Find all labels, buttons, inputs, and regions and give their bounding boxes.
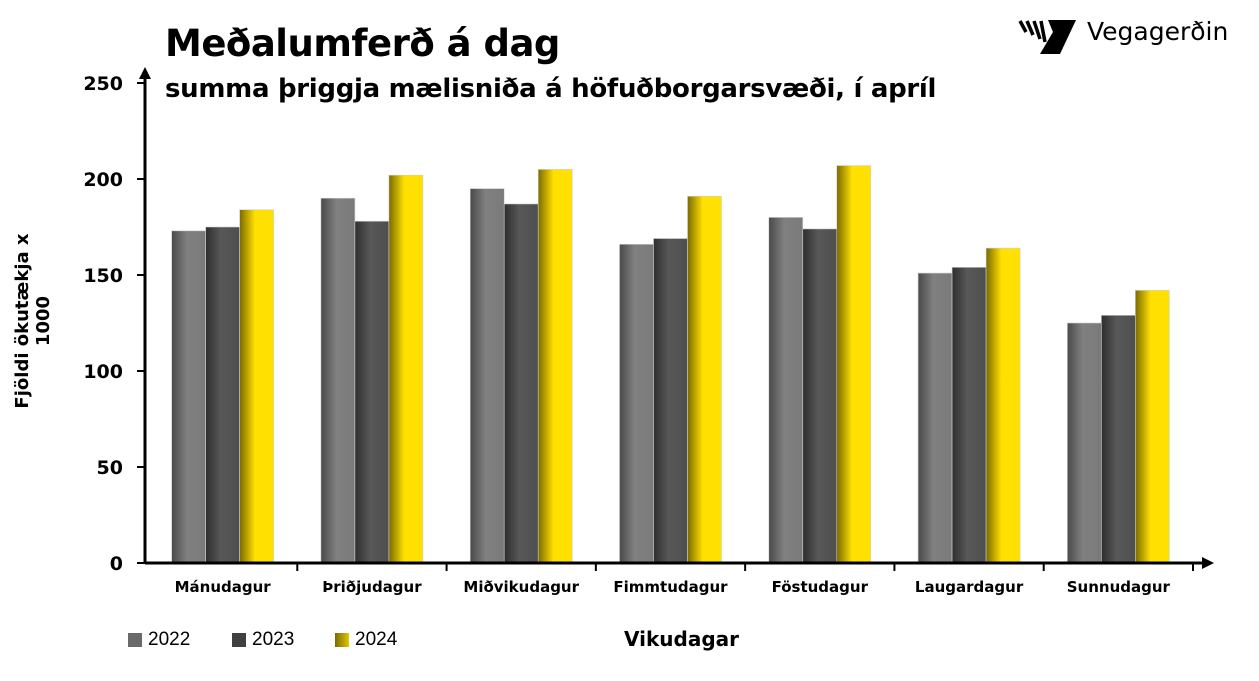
bar-2024-4 xyxy=(836,165,872,564)
chart-title: Meðalumferð á dag xyxy=(165,22,560,65)
bar-2022-2 xyxy=(469,188,505,564)
y-tick-label: 150 xyxy=(83,265,123,287)
x-tick-label: Þriðjudagur xyxy=(322,578,422,596)
x-axis-label: Vikudagar xyxy=(624,627,740,651)
bar-2024-5 xyxy=(985,247,1021,564)
legend-label: 2023 xyxy=(252,629,295,650)
legend-label: 2024 xyxy=(355,629,398,650)
bar-2023-6 xyxy=(1101,315,1136,564)
bar-2022-6 xyxy=(1067,322,1102,564)
legend-swatch xyxy=(232,633,246,647)
x-tick-label: Laugardagur xyxy=(915,578,1024,596)
y-tick-label: 50 xyxy=(97,457,123,479)
bar-2022-1 xyxy=(320,197,356,564)
x-tick-label: Mánudagur xyxy=(175,578,272,596)
legend-item-2023: 2023 xyxy=(232,629,294,651)
bar-2023-1 xyxy=(354,220,390,564)
x-tick-label: Föstudagur xyxy=(772,578,869,596)
y-tick-label: 200 xyxy=(83,169,123,191)
legend-label: 2022 xyxy=(148,629,191,650)
bar-2022-3 xyxy=(619,243,654,564)
y-tick-label: 100 xyxy=(83,361,123,383)
bar-2022-0 xyxy=(171,230,206,564)
bar-2023-2 xyxy=(503,203,539,564)
legend-swatch xyxy=(335,633,349,647)
bar-2024-6 xyxy=(1135,290,1170,564)
bar-2023-0 xyxy=(205,226,240,564)
legend-item-2024: 2024 xyxy=(335,629,397,651)
bar-2022-5 xyxy=(917,272,953,564)
vegagerdin-logo-icon xyxy=(1018,20,1076,54)
bar-2024-0 xyxy=(239,209,274,564)
bar-2023-4 xyxy=(802,228,838,564)
y-axis-label: Fjöldi ökutækja x 1000 xyxy=(12,233,54,409)
x-tick-label: Miðvikudagur xyxy=(463,578,579,596)
bar-2024-1 xyxy=(388,174,424,564)
bar-2023-5 xyxy=(951,267,987,564)
legend-item-2022: 2022 xyxy=(128,629,190,651)
chart-subtitle: summa þriggja mælisniða á höfuðborgarsvæ… xyxy=(165,74,937,104)
legend-swatch xyxy=(128,633,142,647)
y-axis-arrow xyxy=(139,67,151,79)
x-tick-label: Sunnudagur xyxy=(1067,578,1171,596)
x-axis-arrow xyxy=(1202,557,1214,569)
logo-text: Vegagerðin xyxy=(1087,17,1229,46)
bar-2024-3 xyxy=(687,195,722,564)
bar-2022-4 xyxy=(768,217,804,564)
x-tick-label: Fimmtudagur xyxy=(613,578,728,596)
bar-2023-3 xyxy=(653,238,688,564)
y-tick-label: 250 xyxy=(83,73,123,95)
bar-2024-2 xyxy=(537,169,573,564)
y-tick-label: 0 xyxy=(110,553,123,575)
